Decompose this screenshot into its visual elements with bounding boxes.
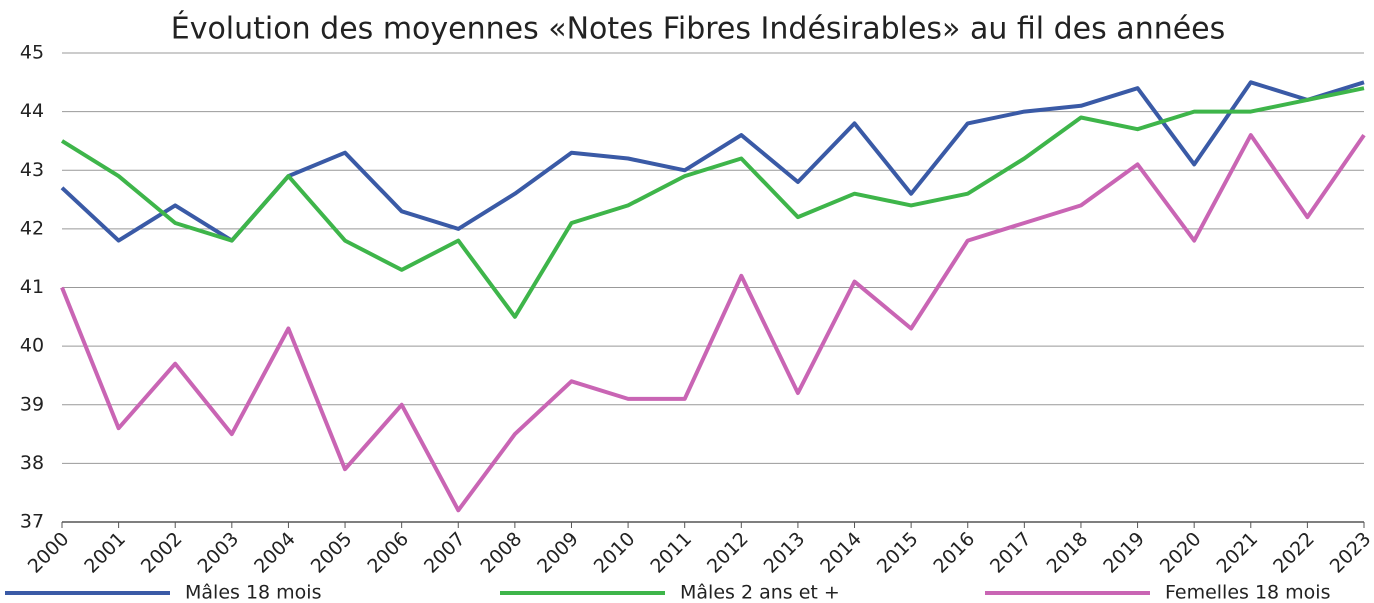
x-tick-label: 2014 (816, 528, 866, 578)
x-tick-label: 2020 (1156, 528, 1206, 578)
x-tick-label: 2022 (1269, 528, 1319, 578)
x-tick-label: 2007 (420, 528, 470, 578)
x-tick-label: 2012 (703, 528, 753, 578)
y-tick-label: 44 (20, 100, 44, 122)
x-tick-label: 2018 (1043, 528, 1093, 578)
legend-label: Mâles 18 mois (185, 582, 321, 603)
legend-label: Mâles 2 ans et + (680, 582, 840, 603)
x-tick-label: 2003 (193, 528, 243, 578)
x-tick-label: 2002 (137, 528, 187, 578)
series-line (60, 86, 1365, 319)
x-tick-label: 2008 (477, 528, 527, 578)
legend-label: Femelles 18 mois (1165, 582, 1331, 603)
x-tick-label: 2000 (24, 528, 74, 578)
x-tick-label: 2004 (250, 528, 300, 578)
x-tick-label: 2010 (590, 528, 640, 578)
x-tick-label: 2019 (1099, 528, 1149, 578)
y-tick-label: 42 (20, 217, 44, 239)
x-tick-label: 2001 (80, 528, 130, 578)
x-tick-label: 2017 (986, 528, 1036, 578)
x-tick-label: 2013 (760, 528, 810, 578)
series-line (60, 80, 1365, 243)
series-line (60, 133, 1366, 513)
x-tick-label: 2011 (646, 528, 696, 578)
x-tick-label: 2009 (533, 528, 583, 578)
x-tick-label: 2015 (873, 528, 923, 578)
y-tick-label: 37 (20, 511, 44, 533)
y-tick-label: 39 (20, 393, 44, 415)
x-tick-label: 2005 (307, 528, 357, 578)
y-tick-label: 38 (20, 452, 44, 474)
y-tick-label: 45 (20, 42, 44, 64)
x-tick-label: 2021 (1212, 528, 1262, 578)
chart-title: Évolution des moyennes «Notes Fibres Ind… (171, 11, 1226, 47)
x-tick-label: 2016 (929, 528, 979, 578)
x-tick-label: 2006 (363, 528, 413, 578)
x-tick-label: 2023 (1326, 528, 1374, 578)
y-tick-label: 41 (20, 276, 44, 298)
y-tick-label: 40 (20, 335, 44, 357)
y-tick-label: 43 (20, 159, 44, 181)
